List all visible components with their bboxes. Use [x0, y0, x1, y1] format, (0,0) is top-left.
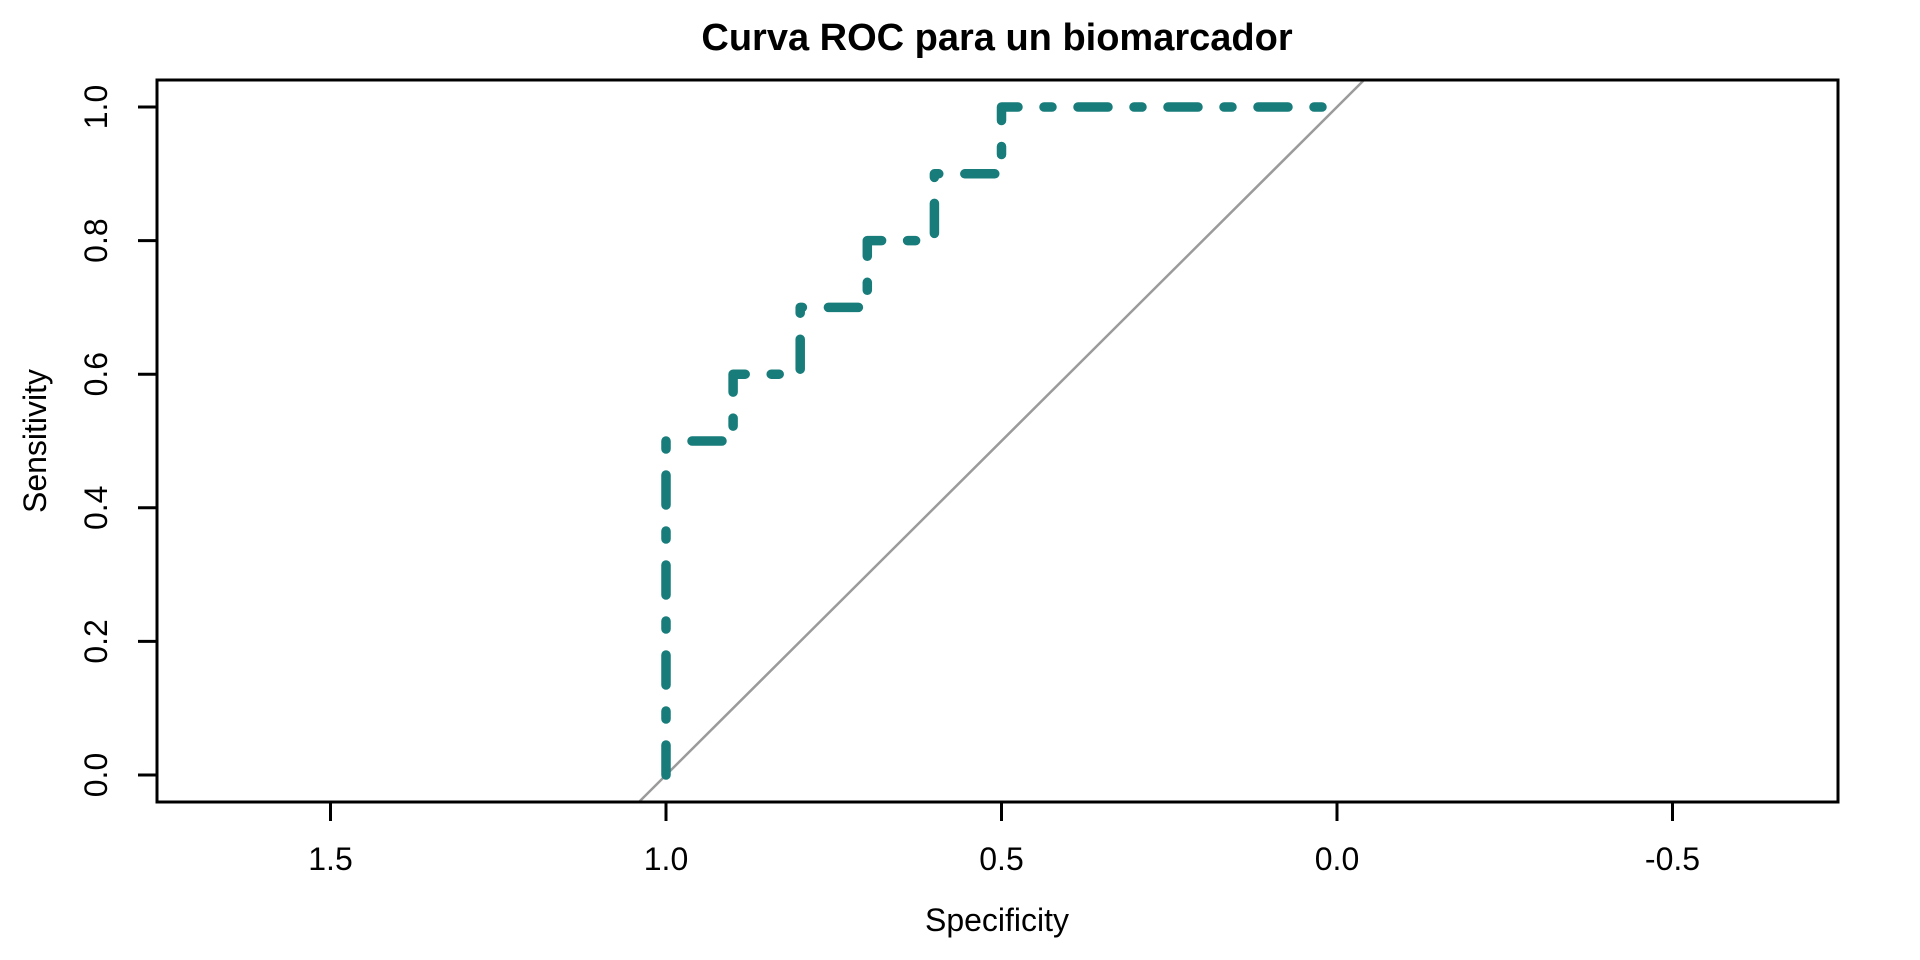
x-axis-ticks: 1.5 1.0 0.5 0.0 -0.5: [308, 802, 1700, 877]
chart-title: Curva ROC para un biomarcador: [701, 17, 1292, 59]
x-tick-label: 1.5: [308, 841, 352, 877]
x-tick-label: -0.5: [1645, 841, 1700, 877]
x-tick-label: 1.0: [644, 841, 688, 877]
chance-diagonal-line: [637, 79, 1366, 803]
y-tick-label: 1.0: [78, 85, 114, 129]
y-tick-label: 0.8: [78, 218, 114, 262]
x-tick-label: 0.0: [1315, 841, 1359, 877]
plot-frame: [155, 78, 1840, 804]
y-tick-label: 0.4: [78, 486, 114, 530]
y-axis-label: Sensitivity: [17, 369, 53, 513]
y-tick-label: 0.6: [78, 352, 114, 396]
series-layer: [637, 79, 1366, 803]
y-axis-ticks: 0.0 0.2 0.4 0.6 0.8 1.0: [78, 85, 157, 797]
x-axis-label: Specificity: [925, 902, 1069, 938]
x-tick-label: 0.5: [979, 841, 1023, 877]
y-tick-label: 0.2: [78, 619, 114, 663]
y-tick-label: 0.0: [78, 753, 114, 797]
